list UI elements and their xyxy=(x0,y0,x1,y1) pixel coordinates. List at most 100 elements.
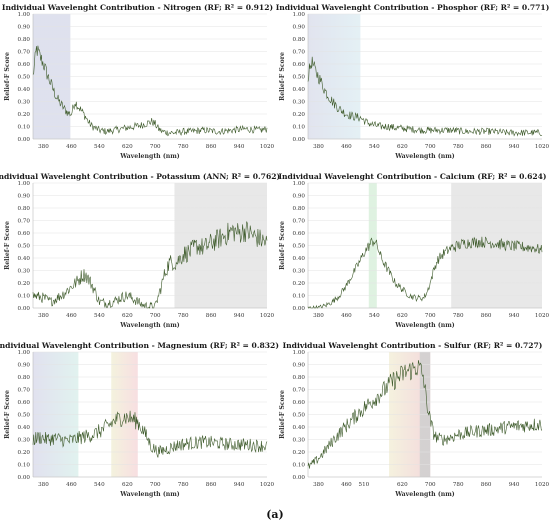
y-axis-label: Relief-F Score xyxy=(279,390,286,439)
chart-title: Individual Wavelenght Contribution - Pho… xyxy=(276,3,550,12)
y-tick-label: 0.60 xyxy=(18,400,31,406)
chart-title: Individual Wavelenght Contribution - Mag… xyxy=(0,341,279,350)
x-tick-label: 860 xyxy=(206,482,217,488)
x-tick-label: 1020 xyxy=(535,313,550,319)
x-tick-label: 940 xyxy=(234,313,245,319)
y-tick-label: 0.00 xyxy=(18,137,31,143)
x-tick-label: 620 xyxy=(122,144,133,150)
y-tick-label: 0.00 xyxy=(293,137,306,143)
x-tick-label: 940 xyxy=(509,144,520,150)
chart-title: Individual Wavelenght Contribution - Nit… xyxy=(2,3,273,12)
x-tick-label: 1020 xyxy=(535,482,550,488)
y-tick-label: 0.10 xyxy=(18,294,31,300)
x-tick-label: 540 xyxy=(369,313,380,319)
x-tick-label: 940 xyxy=(234,144,245,150)
chart-panel: Individual Wavelenght Contribution - Cal… xyxy=(278,172,549,329)
x-tick-label: 860 xyxy=(206,144,217,150)
x-tick-label: 1020 xyxy=(260,482,275,488)
y-tick-label: 0.50 xyxy=(293,244,306,250)
y-tick-label: 0.70 xyxy=(293,50,306,56)
x-tick-label: 940 xyxy=(509,482,520,488)
y-tick-label: 0.80 xyxy=(293,375,306,381)
y-tick-label: 0.60 xyxy=(293,400,306,406)
y-tick-label: 0.40 xyxy=(18,87,31,93)
x-tick-label: 780 xyxy=(178,482,189,488)
y-tick-label: 0.00 xyxy=(18,475,31,481)
x-tick-label: 700 xyxy=(150,482,161,488)
y-tick-label: 0.10 xyxy=(18,463,31,469)
y-tick-label: 0.40 xyxy=(293,256,306,262)
series-line xyxy=(32,410,268,458)
y-tick-label: 0.50 xyxy=(18,244,31,250)
y-tick-label: 0.30 xyxy=(293,269,306,275)
y-tick-label: 0.50 xyxy=(293,75,306,81)
y-tick-label: 0.00 xyxy=(293,306,306,312)
y-tick-label: 0.70 xyxy=(18,219,31,225)
y-tick-label: 0.70 xyxy=(18,388,31,394)
y-tick-label: 0.70 xyxy=(293,388,306,394)
x-tick-label: 780 xyxy=(453,313,464,319)
x-tick-label: 860 xyxy=(481,144,492,150)
y-tick-label: 0.30 xyxy=(18,269,31,275)
x-axis-label: Wavelength (nm) xyxy=(119,322,180,329)
y-axis-label: Relief-F Score xyxy=(4,390,11,439)
y-axis-label: Relief-F Score xyxy=(4,52,11,101)
y-tick-label: 0.50 xyxy=(293,413,306,419)
y-axis-label: Relief-F Score xyxy=(279,221,286,270)
x-tick-label: 700 xyxy=(425,313,436,319)
x-tick-label: 540 xyxy=(94,144,105,150)
x-tick-label: 780 xyxy=(178,144,189,150)
y-tick-label: 1.00 xyxy=(18,350,31,356)
y-tick-label: 0.80 xyxy=(18,37,31,43)
x-tick-label: 620 xyxy=(397,144,408,150)
x-tick-label: 1020 xyxy=(260,144,275,150)
x-tick-label: 540 xyxy=(94,313,105,319)
chart-title: Individual Wavelenght Contribution - Cal… xyxy=(278,172,546,181)
y-tick-label: 0.90 xyxy=(293,25,306,31)
y-tick-label: 0.10 xyxy=(293,463,306,469)
y-tick-label: 0.80 xyxy=(18,206,31,212)
y-tick-label: 0.90 xyxy=(18,363,31,369)
y-tick-label: 0.20 xyxy=(18,281,31,287)
y-tick-label: 1.00 xyxy=(293,12,306,18)
series-line xyxy=(307,236,543,309)
series-line xyxy=(307,360,543,469)
y-tick-label: 0.60 xyxy=(293,62,306,68)
x-tick-label: 460 xyxy=(341,313,352,319)
y-tick-label: 1.00 xyxy=(293,181,306,187)
series-line xyxy=(32,221,268,309)
chart-panel: Individual Wavelenght Contribution - Sul… xyxy=(279,341,550,498)
y-tick-label: 0.20 xyxy=(18,112,31,118)
x-tick-label: 700 xyxy=(150,313,161,319)
y-tick-label: 1.00 xyxy=(18,181,31,187)
y-tick-label: 0.00 xyxy=(293,475,306,481)
y-tick-label: 0.30 xyxy=(18,438,31,444)
x-tick-label: 460 xyxy=(341,482,352,488)
x-tick-label: 460 xyxy=(66,482,77,488)
y-tick-label: 0.40 xyxy=(18,425,31,431)
y-tick-label: 0.30 xyxy=(18,100,31,106)
y-tick-label: 0.10 xyxy=(293,294,306,300)
x-tick-label: 460 xyxy=(341,144,352,150)
x-tick-label: 380 xyxy=(38,313,49,319)
x-axis-label: Wavelength (nm) xyxy=(119,153,180,160)
y-tick-label: 0.20 xyxy=(18,450,31,456)
x-tick-label: 540 xyxy=(94,482,105,488)
y-tick-label: 0.30 xyxy=(293,438,306,444)
y-tick-label: 0.20 xyxy=(293,450,306,456)
x-tick-label: 620 xyxy=(397,313,408,319)
y-tick-label: 0.10 xyxy=(293,125,306,131)
y-tick-label: 0.50 xyxy=(18,413,31,419)
x-tick-label: 380 xyxy=(313,482,324,488)
x-tick-label: 940 xyxy=(234,482,245,488)
x-axis-label: Wavelength (nm) xyxy=(394,153,455,160)
chart-title: Individual Wavelenght Contribution - Sul… xyxy=(283,341,543,350)
y-tick-label: 0.50 xyxy=(18,75,31,81)
x-tick-label: 700 xyxy=(425,144,436,150)
figure-caption: (a) xyxy=(266,508,284,521)
x-tick-label: 620 xyxy=(397,482,408,488)
y-tick-label: 0.10 xyxy=(18,125,31,131)
chart-title: Individual Wavelenght Contribution - Pot… xyxy=(0,172,280,181)
y-tick-label: 0.80 xyxy=(18,375,31,381)
